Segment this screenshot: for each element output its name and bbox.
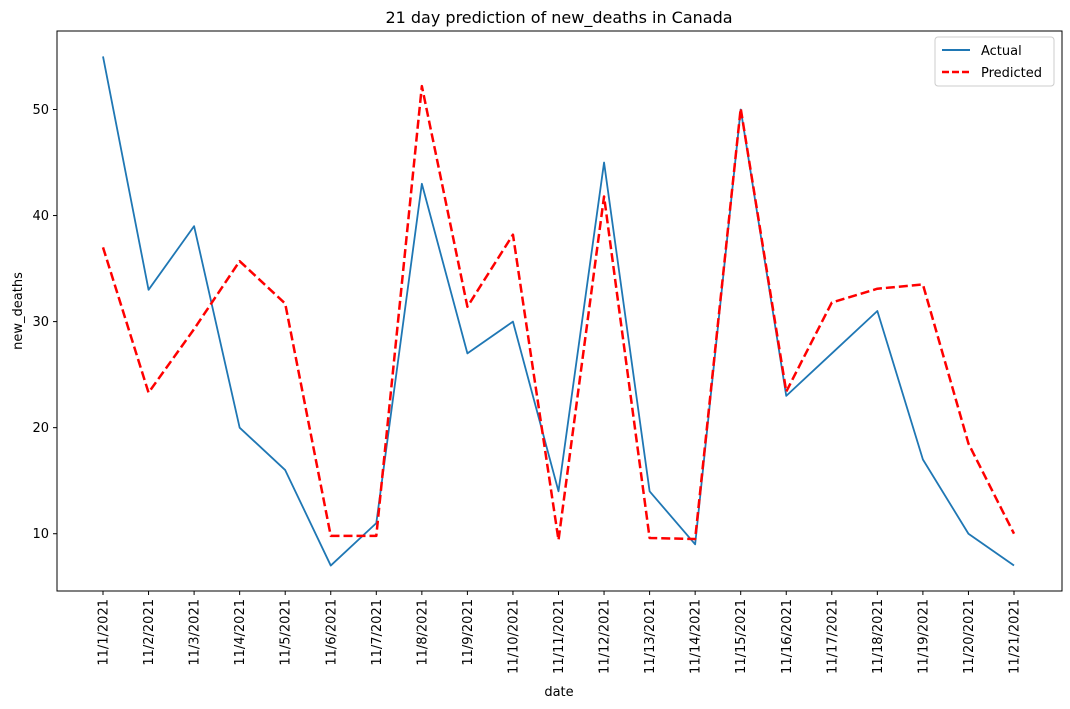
plot-area xyxy=(56,30,1063,592)
x-axis: 11/1/2021 11/2/2021 11/3/2021 11/4/2021 11/5… xyxy=(97,591,1023,674)
x-tick-label: 11/16/2021 xyxy=(780,599,795,674)
x-tick-label: 11/3/2021 xyxy=(188,599,203,666)
y-tick-label: 30 xyxy=(32,315,49,330)
y-tick-label: 40 xyxy=(32,209,49,224)
x-tick-label: 11/2/2021 xyxy=(142,599,157,666)
x-tick-label: 11/6/2021 xyxy=(324,599,339,666)
x-axis-label: date xyxy=(544,685,573,700)
x-tick-label: 11/5/2021 xyxy=(279,599,294,666)
series-layer xyxy=(101,56,1016,567)
x-tick-label: 11/10/2021 xyxy=(506,599,521,674)
y-axis-label: new_deaths xyxy=(11,272,26,350)
x-tick-label: 11/8/2021 xyxy=(415,599,430,666)
x-tick-label: 11/18/2021 xyxy=(871,599,886,674)
x-tick-label: 11/13/2021 xyxy=(643,599,658,674)
y-axis: 10 20 30 40 50 xyxy=(32,103,57,542)
y-tick-label: 20 xyxy=(32,421,49,436)
x-tick-label: 11/15/2021 xyxy=(734,599,749,674)
x-tick-label: 11/17/2021 xyxy=(825,599,840,674)
x-tick-label: 11/4/2021 xyxy=(233,599,248,666)
legend-predicted-label: Predicted xyxy=(981,66,1042,81)
series-line-predicted xyxy=(101,84,1016,542)
x-tick-label: 11/11/2021 xyxy=(552,599,567,674)
legend-actual-label: Actual xyxy=(981,44,1022,59)
x-tick-label: 11/21/2021 xyxy=(1008,599,1023,674)
chart-title: 21 day prediction of new_deaths in Canad… xyxy=(385,8,732,28)
x-tick-label: 11/12/2021 xyxy=(598,599,613,674)
x-tick-label: 11/19/2021 xyxy=(916,599,931,674)
x-tick-label: 11/20/2021 xyxy=(962,599,977,674)
legend: Actual Predicted xyxy=(934,36,1055,87)
x-tick-label: 11/7/2021 xyxy=(370,599,385,666)
plot-frame xyxy=(56,30,1063,592)
y-tick-label: 10 xyxy=(32,527,49,542)
x-tick-label: 11/14/2021 xyxy=(689,599,704,674)
y-tick-label: 50 xyxy=(32,103,49,118)
x-tick-label: 11/1/2021 xyxy=(97,599,112,666)
x-tick-label: 11/9/2021 xyxy=(461,599,476,666)
